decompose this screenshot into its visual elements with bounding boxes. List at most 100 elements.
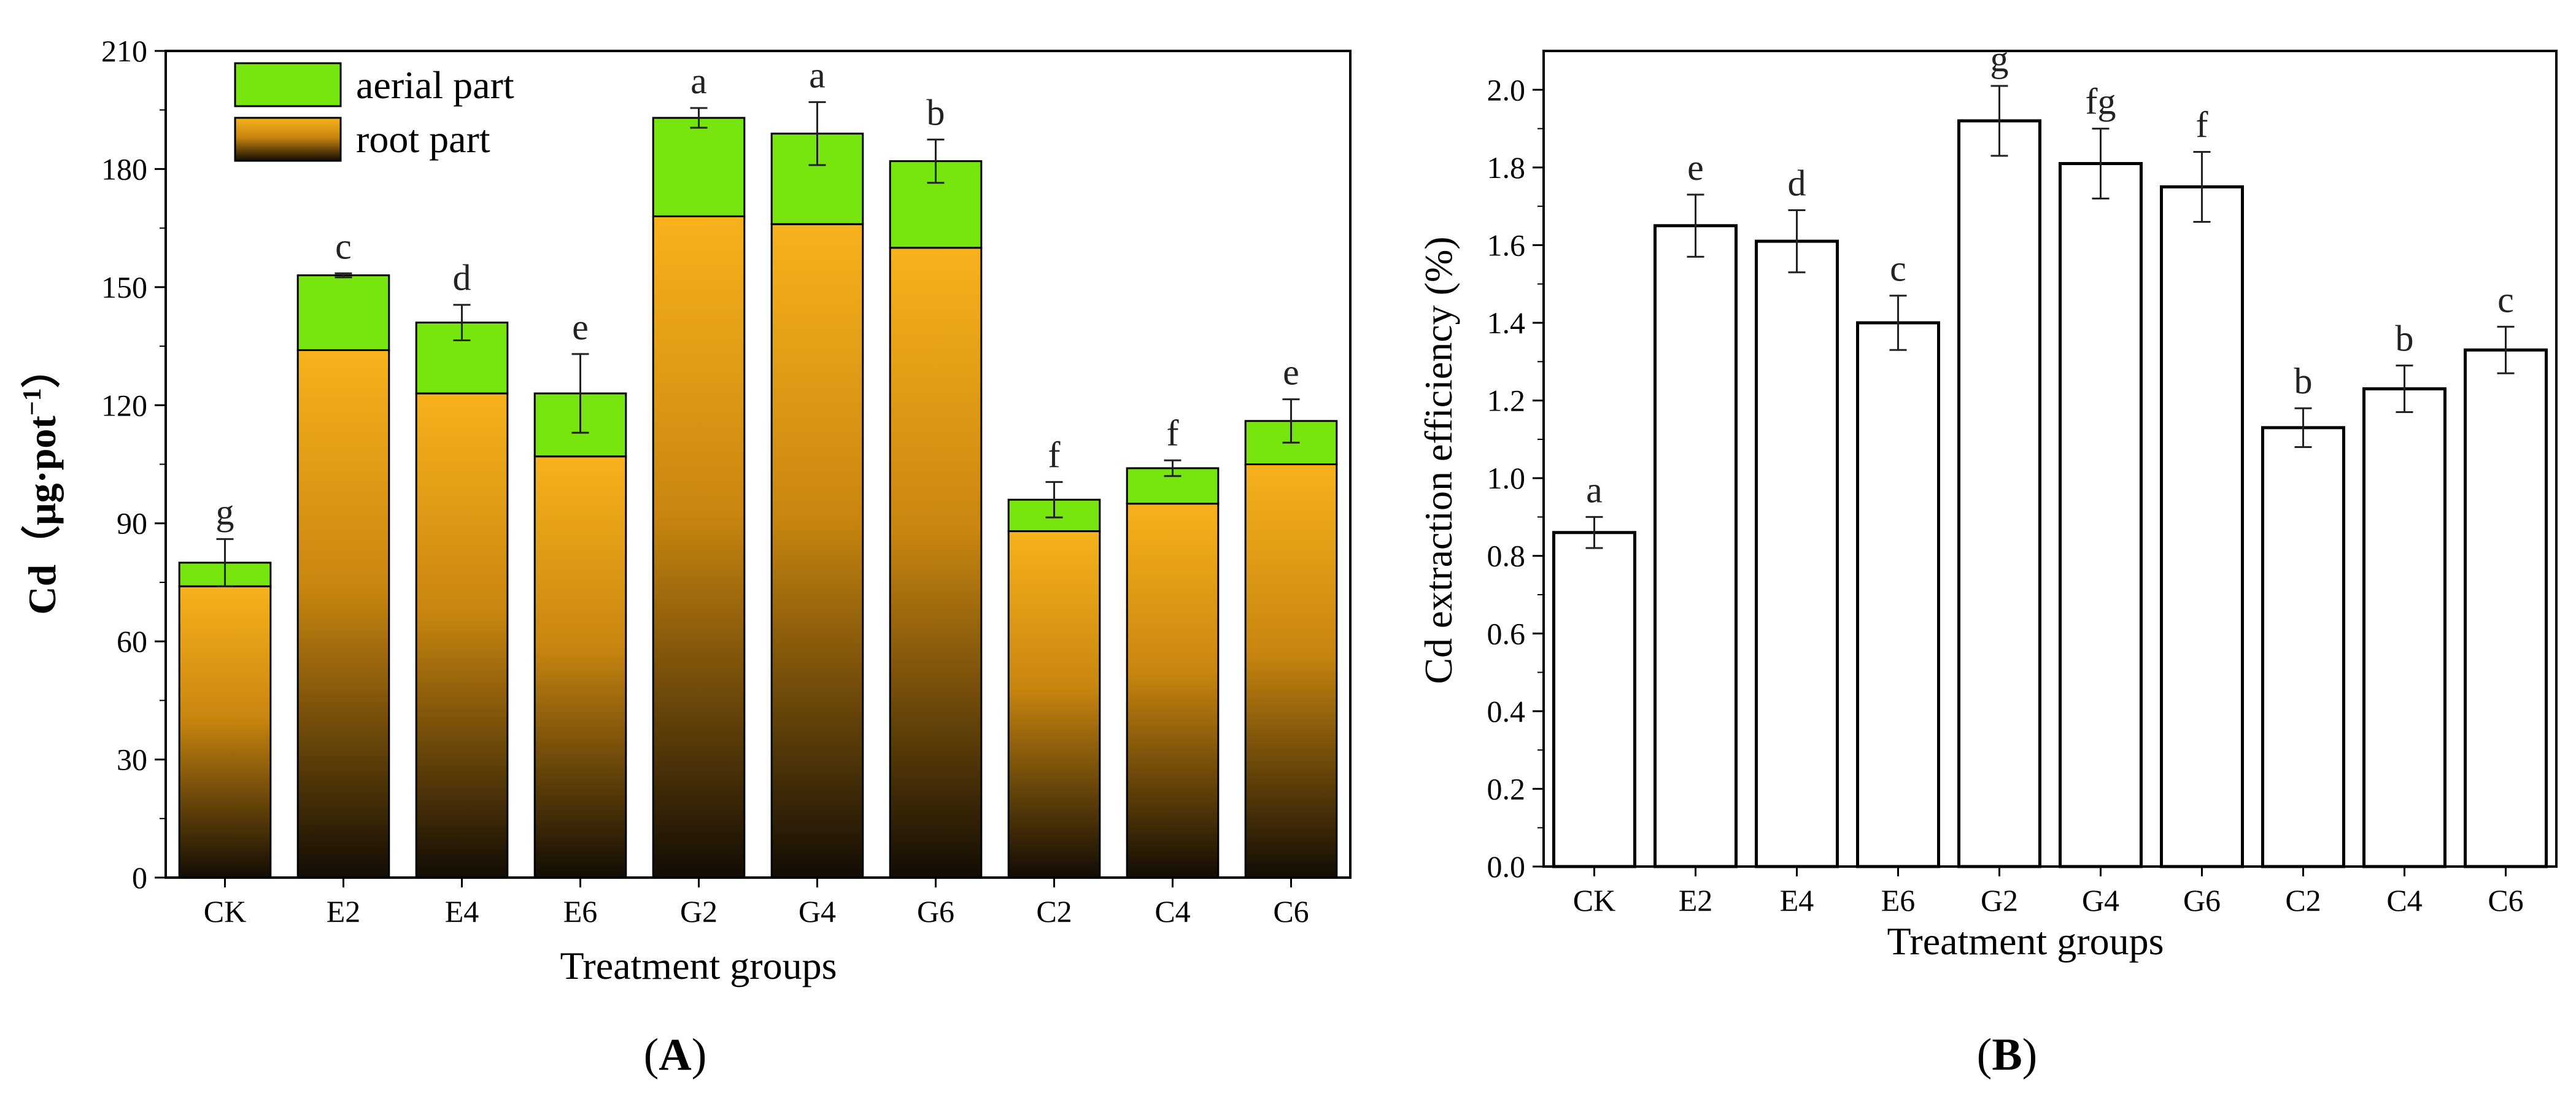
panel-a-significance-e6: e xyxy=(572,307,589,347)
panel-b-error-bar-c2 xyxy=(2294,407,2312,449)
panel-a-bar-root-ck xyxy=(178,585,272,879)
panel-b-significance-e6: c xyxy=(1890,249,1906,289)
legend-swatch-root-part xyxy=(234,117,342,162)
panel-a-y-tick-label: 30 xyxy=(117,743,147,777)
panel-a-label: (A) xyxy=(644,1030,707,1080)
panel-b-y-tick-label: 0.6 xyxy=(1487,616,1526,651)
panel-a-x-tick-label-g2: G2 xyxy=(680,894,717,929)
panel-b-chart: a e d c g fg f b b c 0.0 0.2 0.4 0.6 0.8 1.0 1.2 1.4 1.6 1… xyxy=(1417,39,2558,1080)
panel-b-significance-e4: d xyxy=(1788,163,1806,203)
panel-b-x-tick-label-g6: G6 xyxy=(2183,883,2221,917)
panel-b-label: (B) xyxy=(1977,1030,2038,1080)
panel-b-x-tick-label-e4: E4 xyxy=(1780,883,1814,917)
panel-a-significance-e4: d xyxy=(453,258,471,298)
panel-a-bar-root-g2 xyxy=(652,215,746,879)
panel-b-significance-g6: f xyxy=(2196,105,2208,145)
panel-b-x-tick-label-g4: G4 xyxy=(2082,883,2119,917)
panel-b-bar-ck xyxy=(1552,531,1636,868)
panel-a-x-ticks: CK E2 E4 E6 G2 G4 G6 C2 C4 C6 xyxy=(204,878,1309,929)
panel-b-bar-g6 xyxy=(2160,185,2244,868)
panel-b-x-axis-title: Treatment groups xyxy=(1887,919,2164,963)
panel-b-y-tick-label: 0.0 xyxy=(1487,849,1526,884)
panel-b-x-tick-label-c6: C6 xyxy=(2488,883,2523,917)
panel-a-x-tick-label-e2: E2 xyxy=(327,894,361,929)
panel-a-legend: aerial part root part xyxy=(234,62,514,162)
panel-b-bar-c6 xyxy=(2464,348,2548,868)
panel-a-significance-g2: a xyxy=(690,61,707,101)
panel-a-y-tick-label: 150 xyxy=(101,270,147,304)
panel-a-significance-g4: a xyxy=(809,55,826,95)
panel-a-bar-root-e2 xyxy=(296,349,390,879)
panel-b-plot-frame xyxy=(1542,50,2558,868)
panel-a-bar-aerial-g6 xyxy=(889,160,983,249)
panel-a-chart: g c d e a a b f f e 0 30 60 90 120 150 180 210 CK E2 E4 E6 G… xyxy=(18,34,1352,1080)
panel-a-x-tick-label-c2: C2 xyxy=(1036,894,1072,929)
panel-a-error-bar-e6 xyxy=(571,353,589,434)
panel-b-y-tick-label: 1.6 xyxy=(1487,228,1526,262)
panel-a-error-bar-g4 xyxy=(808,101,826,166)
panel-a-x-tick-label-e6: E6 xyxy=(563,894,598,929)
panel-a-error-bar-c2 xyxy=(1045,481,1063,519)
panel-a-bar-root-c6 xyxy=(1244,463,1338,879)
panel-b-significance-ck: a xyxy=(1586,469,1603,510)
panel-a-x-tick-label-ck: CK xyxy=(204,894,246,929)
panel-b-error-bar-g2 xyxy=(1990,85,2008,157)
panel-a-significance-letters: g c d e a a b f f e xyxy=(216,55,1299,532)
legend-label-root-part: root part xyxy=(356,117,490,161)
panel-a-significance-c6: e xyxy=(1283,352,1299,393)
panel-b-significance-e2: e xyxy=(1687,147,1704,188)
panel-a-bar-aerial-e2 xyxy=(296,274,390,351)
panel-b-y-tick-label: 1.8 xyxy=(1487,150,1526,185)
panel-b-error-bar-e6 xyxy=(1889,295,1907,351)
panel-a-y-tick-label: 60 xyxy=(117,624,147,659)
legend-swatch-aerial-part xyxy=(234,62,342,107)
panel-a-error-bars xyxy=(216,101,1300,587)
panel-b-bar-e2 xyxy=(1654,224,1738,868)
panel-a-significance-ck: g xyxy=(216,492,234,532)
panel-b-error-bar-g4 xyxy=(2092,128,2110,199)
panel-b-y-tick-label: 0.8 xyxy=(1487,539,1526,573)
panel-a-significance-c2: f xyxy=(1048,434,1061,475)
panel-b-error-bar-g6 xyxy=(2193,151,2211,223)
panel-a-error-bar-e2 xyxy=(335,272,352,279)
panel-a-y-axis-title: Cd（μg·pot−1） xyxy=(18,349,64,614)
panel-b-bar-c4 xyxy=(2362,387,2446,868)
panel-b-bar-e6 xyxy=(1856,321,1940,868)
panel-b-x-tick-label-g2: G2 xyxy=(1981,883,2018,917)
panel-a-x-tick-label-g4: G4 xyxy=(799,894,836,929)
panel-a-bar-root-e4 xyxy=(415,392,509,879)
panel-b-error-bar-c4 xyxy=(2396,365,2413,414)
panel-b-x-tick-label-c2: C2 xyxy=(2285,883,2321,917)
panel-b-bar-g2 xyxy=(1957,119,2041,868)
panel-a-x-tick-label-e4: E4 xyxy=(445,894,479,929)
panel-b-y-tick-label: 0.2 xyxy=(1487,771,1526,806)
panel-a-x-tick-label-g6: G6 xyxy=(917,894,954,929)
panel-a-error-bar-g6 xyxy=(927,138,945,184)
panel-b-y-tick-label: 1.0 xyxy=(1487,461,1526,495)
panel-a-bar-root-g4 xyxy=(770,223,864,879)
panel-b-y-axis-title: Cd extraction efficiency (%) xyxy=(1417,236,1460,684)
panel-b-y-tick-label: 0.4 xyxy=(1487,694,1526,728)
panel-b-error-bar-c6 xyxy=(2497,325,2515,374)
panel-b-bar-e4 xyxy=(1755,239,1839,868)
panel-b-x-tick-label-ck: CK xyxy=(1573,883,1615,917)
panel-a-x-axis-title: Treatment groups xyxy=(560,944,837,987)
panel-a-error-bar-e4 xyxy=(453,304,471,341)
panel-b-y-tick-label: 1.4 xyxy=(1487,306,1526,340)
panel-b-bar-g4 xyxy=(2059,162,2143,868)
panel-a-y-tick-label: 210 xyxy=(101,34,147,68)
panel-b-error-bars xyxy=(1585,85,2515,549)
panel-b-y-tick-label: 1.2 xyxy=(1487,384,1526,418)
panel-a-significance-e2: c xyxy=(335,226,352,266)
panel-b-significance-letters: a e d c g fg f b b c xyxy=(1586,39,2514,510)
panel-b-bar-c2 xyxy=(2261,426,2345,868)
panel-b-significance-c6: c xyxy=(2497,279,2514,320)
panel-a-bar-root-c2 xyxy=(1007,530,1101,879)
panel-b-bars xyxy=(1552,119,2548,868)
panel-a-y-tick-label: 90 xyxy=(117,506,147,541)
panel-b-error-bar-e2 xyxy=(1687,193,1704,258)
panel-a-bars xyxy=(178,117,1338,879)
panel-a-bar-aerial-g4 xyxy=(770,133,864,225)
legend-label-aerial-part: aerial part xyxy=(356,63,514,107)
